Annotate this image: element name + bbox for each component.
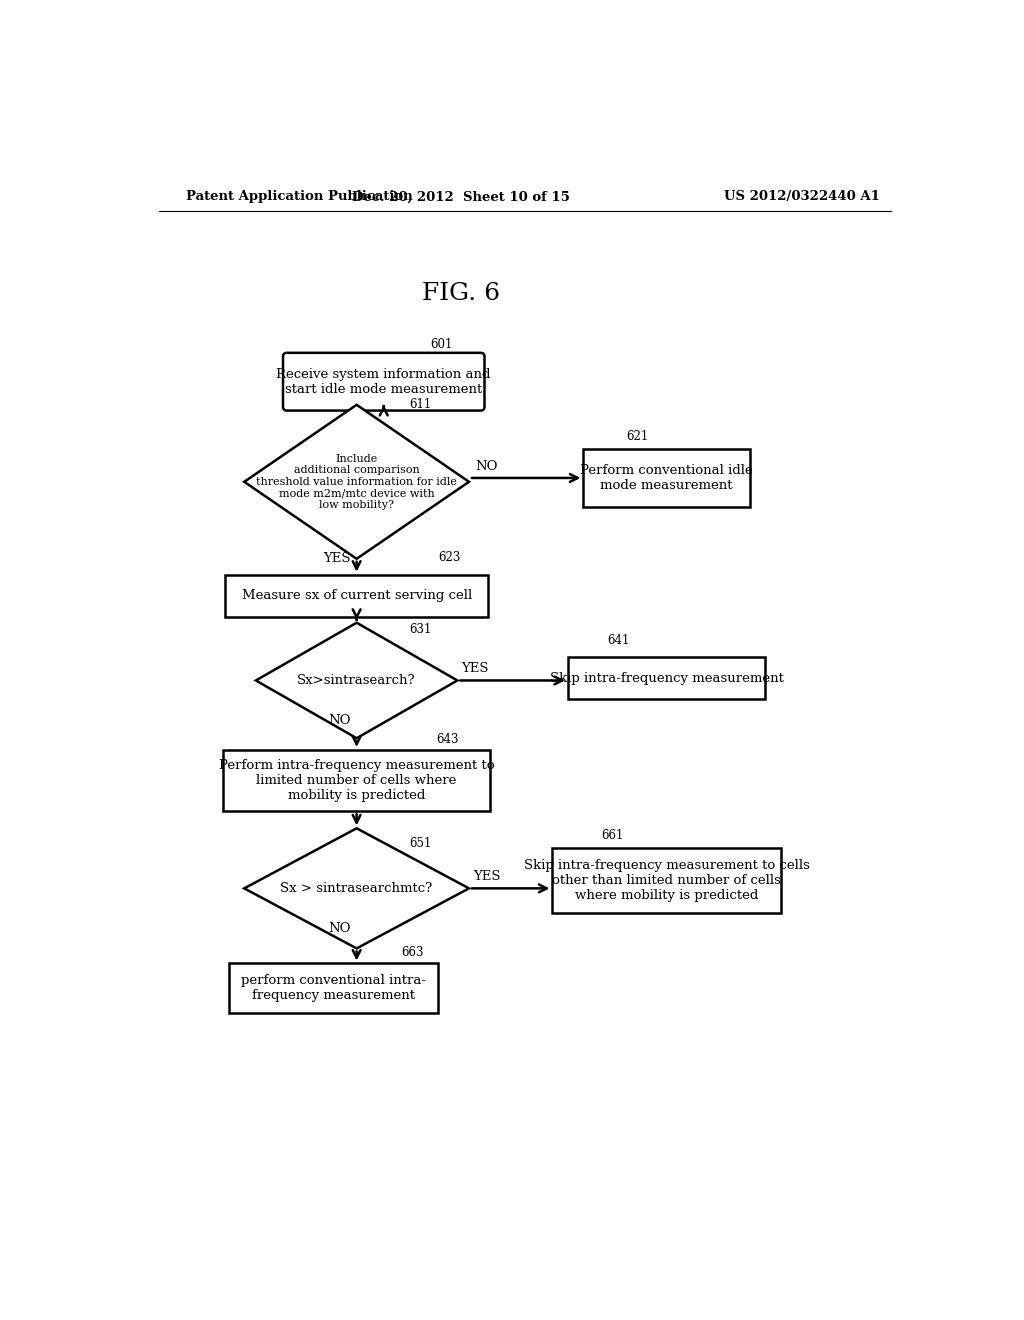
Bar xyxy=(225,574,488,616)
Bar xyxy=(223,750,490,812)
Text: YES: YES xyxy=(461,663,488,675)
Text: Sx>sintrasearch?: Sx>sintrasearch? xyxy=(297,675,416,686)
Text: 611: 611 xyxy=(410,397,431,411)
Text: Skip intra-frequency measurement: Skip intra-frequency measurement xyxy=(550,672,783,685)
Text: 663: 663 xyxy=(400,946,423,960)
Text: 643: 643 xyxy=(436,733,459,746)
Text: Patent Application Publication: Patent Application Publication xyxy=(186,190,413,203)
Text: NO: NO xyxy=(475,459,498,473)
Text: 661: 661 xyxy=(601,829,624,842)
Bar xyxy=(568,657,765,700)
Text: YES: YES xyxy=(323,552,350,565)
Text: perform conventional intra-
frequency measurement: perform conventional intra- frequency me… xyxy=(241,974,426,1002)
Text: 601: 601 xyxy=(430,338,453,351)
Text: Skip intra-frequency measurement to cells
other than limited number of cells
whe: Skip intra-frequency measurement to cell… xyxy=(523,859,810,902)
Bar xyxy=(552,847,781,913)
Text: Receive system information and
start idle mode measurement: Receive system information and start idl… xyxy=(276,368,490,396)
FancyBboxPatch shape xyxy=(283,352,484,411)
Text: 623: 623 xyxy=(438,552,461,564)
Text: Dec. 20, 2012  Sheet 10 of 15: Dec. 20, 2012 Sheet 10 of 15 xyxy=(352,190,570,203)
Text: Include
additional comparison
threshold value information for idle
mode m2m/mtc : Include additional comparison threshold … xyxy=(256,454,457,510)
Text: 641: 641 xyxy=(607,635,630,647)
Polygon shape xyxy=(245,829,469,948)
Text: NO: NO xyxy=(328,921,350,935)
Text: FIG. 6: FIG. 6 xyxy=(422,281,501,305)
Text: Perform intra-frequency measurement to
limited number of cells where
mobility is: Perform intra-frequency measurement to l… xyxy=(219,759,495,803)
Text: Sx > sintrasearchmtc?: Sx > sintrasearchmtc? xyxy=(281,882,433,895)
Text: US 2012/0322440 A1: US 2012/0322440 A1 xyxy=(724,190,881,203)
Polygon shape xyxy=(245,405,469,558)
Text: 621: 621 xyxy=(627,430,648,444)
Bar xyxy=(228,964,438,1014)
Text: Measure sx of current serving cell: Measure sx of current serving cell xyxy=(242,589,472,602)
Text: 651: 651 xyxy=(410,837,432,850)
Polygon shape xyxy=(256,623,458,738)
Bar xyxy=(584,449,750,507)
Text: 631: 631 xyxy=(410,623,432,636)
Text: NO: NO xyxy=(328,714,350,727)
Text: Perform conventional idle
mode measurement: Perform conventional idle mode measureme… xyxy=(581,463,753,492)
Text: YES: YES xyxy=(473,870,501,883)
